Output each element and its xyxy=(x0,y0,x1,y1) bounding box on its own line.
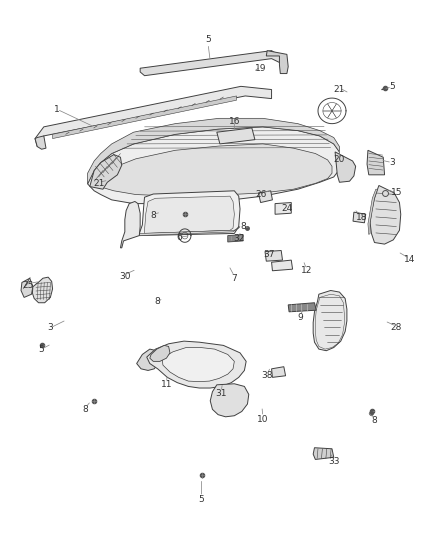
Text: 7: 7 xyxy=(231,274,237,282)
Text: 5: 5 xyxy=(205,36,211,44)
Text: 3: 3 xyxy=(47,324,53,332)
Text: 38: 38 xyxy=(261,372,273,380)
Polygon shape xyxy=(265,251,283,261)
Text: 8: 8 xyxy=(240,222,246,231)
Text: 31: 31 xyxy=(215,389,227,398)
Text: 18: 18 xyxy=(356,213,367,222)
Text: 33: 33 xyxy=(328,457,339,465)
Text: 30: 30 xyxy=(119,272,131,280)
Text: 8: 8 xyxy=(150,212,156,220)
Text: 15: 15 xyxy=(391,189,402,197)
Text: 19: 19 xyxy=(255,64,266,72)
Polygon shape xyxy=(162,348,234,382)
Polygon shape xyxy=(150,345,170,361)
Polygon shape xyxy=(96,144,332,196)
Polygon shape xyxy=(120,201,140,248)
Polygon shape xyxy=(367,150,385,175)
Text: 14: 14 xyxy=(404,255,415,264)
Text: 8: 8 xyxy=(155,297,161,305)
Text: 5: 5 xyxy=(39,345,45,353)
Text: 32: 32 xyxy=(233,235,244,243)
Text: 9: 9 xyxy=(297,313,303,321)
Text: 26: 26 xyxy=(255,190,266,199)
Polygon shape xyxy=(147,341,246,388)
Polygon shape xyxy=(137,349,160,370)
Text: 16: 16 xyxy=(229,117,240,126)
Polygon shape xyxy=(272,367,286,377)
Polygon shape xyxy=(139,227,240,236)
Polygon shape xyxy=(313,448,334,459)
Text: 5: 5 xyxy=(198,496,205,504)
Text: 6: 6 xyxy=(177,233,183,241)
Polygon shape xyxy=(335,152,356,182)
Text: 21: 21 xyxy=(93,180,104,188)
Polygon shape xyxy=(145,196,234,233)
Polygon shape xyxy=(288,303,316,312)
Polygon shape xyxy=(21,278,33,297)
Text: 24: 24 xyxy=(281,205,293,213)
Text: 5: 5 xyxy=(389,82,395,91)
Text: 8: 8 xyxy=(371,416,378,424)
Text: 8: 8 xyxy=(82,405,88,414)
Polygon shape xyxy=(88,118,339,184)
Text: 25: 25 xyxy=(23,281,34,289)
Polygon shape xyxy=(368,189,378,235)
Polygon shape xyxy=(217,128,255,144)
Polygon shape xyxy=(32,277,53,303)
Polygon shape xyxy=(90,155,122,189)
Text: 3: 3 xyxy=(389,158,395,167)
Polygon shape xyxy=(35,136,46,149)
Polygon shape xyxy=(140,51,280,76)
Polygon shape xyxy=(353,212,366,223)
Text: 12: 12 xyxy=(301,266,312,275)
Polygon shape xyxy=(53,96,237,139)
Polygon shape xyxy=(258,191,272,203)
Polygon shape xyxy=(266,51,288,74)
Polygon shape xyxy=(370,185,401,244)
Text: 1: 1 xyxy=(54,105,60,114)
Polygon shape xyxy=(210,384,249,417)
Text: 10: 10 xyxy=(257,415,268,424)
Polygon shape xyxy=(35,86,272,147)
Polygon shape xyxy=(313,290,347,351)
Text: 37: 37 xyxy=(264,251,275,259)
Polygon shape xyxy=(275,203,291,214)
Text: 28: 28 xyxy=(391,324,402,332)
Text: 21: 21 xyxy=(334,85,345,94)
Polygon shape xyxy=(228,235,243,242)
Polygon shape xyxy=(272,260,293,271)
Polygon shape xyxy=(139,191,240,236)
Text: 11: 11 xyxy=(161,381,172,389)
Polygon shape xyxy=(88,127,339,204)
Text: 20: 20 xyxy=(334,156,345,164)
